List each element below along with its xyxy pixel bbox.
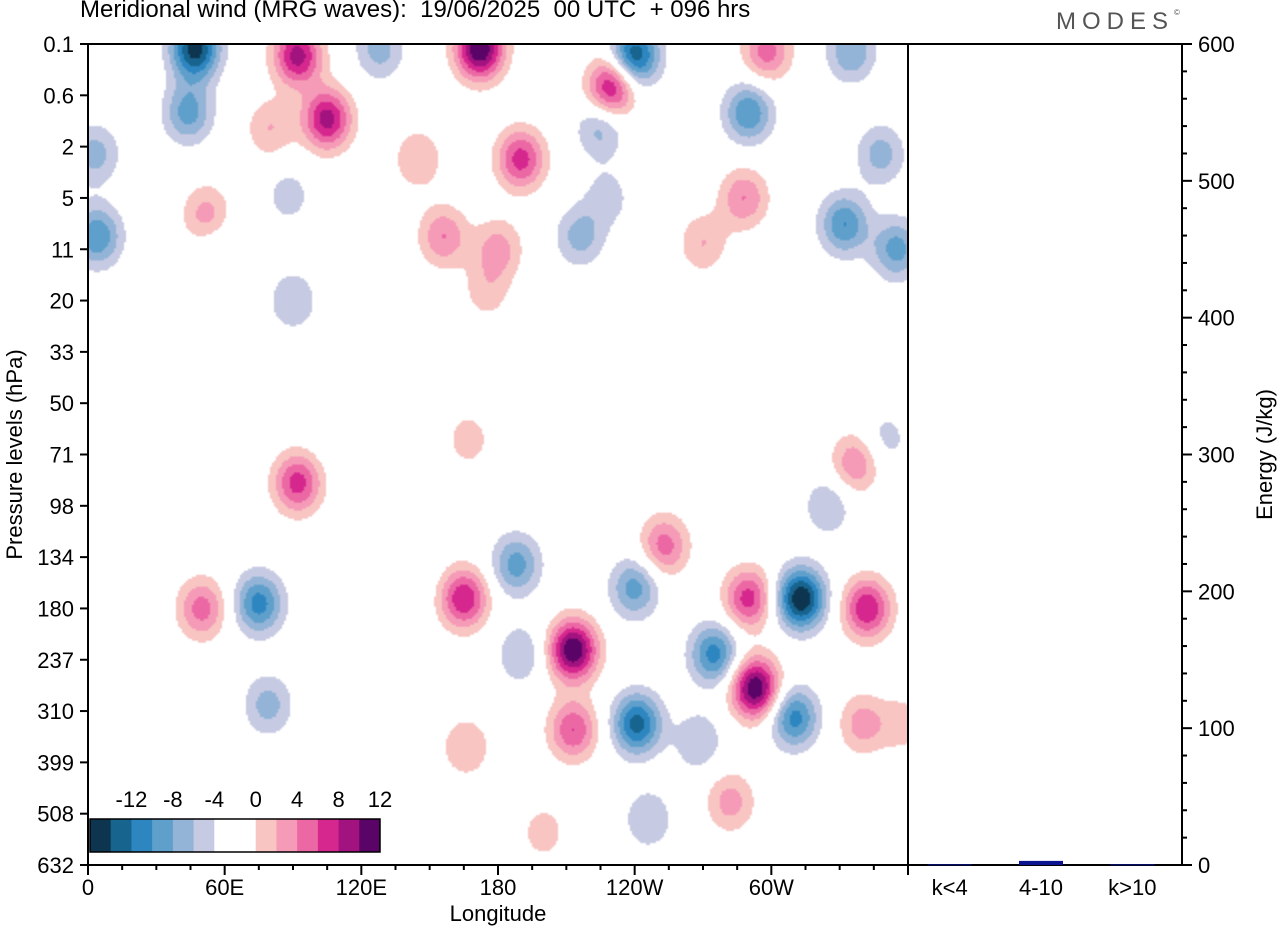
colorbar-swatch <box>359 819 381 852</box>
y-tick-label: 237 <box>37 648 74 673</box>
x-tick-label: 120E <box>336 875 387 900</box>
y-tick-label: 20 <box>50 289 74 314</box>
y-tick-label: 508 <box>37 802 74 827</box>
colorbar-label: 8 <box>332 787 344 812</box>
y-tick-label: 632 <box>37 853 74 878</box>
wind-field <box>88 44 908 865</box>
energy-panel-frame <box>907 43 1183 866</box>
y-tick-label: 399 <box>37 750 74 775</box>
colorbar-frame <box>89 818 381 853</box>
colorbar-label: 0 <box>250 787 262 812</box>
y-tick-label: 134 <box>37 545 74 570</box>
colorbar-swatch <box>90 819 112 852</box>
brand-name: MODES <box>1056 8 1175 35</box>
y-tick-label: 0.1 <box>43 32 74 57</box>
y-tick-label: 5 <box>62 186 74 211</box>
colorbar-swatch <box>255 819 277 852</box>
colorbar-swatch <box>235 819 257 852</box>
energy-axis-label: Energy (J/kg) <box>1252 389 1277 520</box>
y-tick-label: 180 <box>37 596 74 621</box>
y-tick-label: 2 <box>62 135 74 160</box>
x-tick-label: 120W <box>606 875 664 900</box>
y-tick-label: 33 <box>50 340 74 365</box>
energy-y-tick-label: 200 <box>1198 579 1235 604</box>
colorbar-label: 4 <box>291 787 303 812</box>
energy-category-label: 4-10 <box>1019 875 1063 900</box>
y-tick-label: 0.6 <box>43 83 74 108</box>
energy-y-tick-label: 100 <box>1198 716 1235 741</box>
colorbar-swatch <box>110 819 132 852</box>
y-tick-label: 98 <box>50 494 74 519</box>
energy-category-label: k<4 <box>932 875 968 900</box>
colorbar-label: -4 <box>205 787 225 812</box>
x-tick-label: 60W <box>749 875 794 900</box>
colorbar-swatch <box>317 819 340 852</box>
brand-logo: MODES© <box>1056 8 1180 36</box>
colorbar-swatch <box>297 819 319 852</box>
colorbar-swatch <box>214 819 236 852</box>
colorbar-swatch <box>131 819 153 852</box>
y-tick-label: 50 <box>50 391 74 416</box>
energy-y-tick-label: 600 <box>1198 32 1235 57</box>
x-tick-label: 60E <box>205 875 244 900</box>
energy-bar <box>1110 864 1155 866</box>
energy-bar <box>1019 860 1063 865</box>
colorbar-swatch <box>338 819 360 852</box>
y-tick-label: 310 <box>37 699 74 724</box>
colorbar-label: -8 <box>163 787 183 812</box>
colorbar-swatch <box>193 819 215 852</box>
brand-mark: © <box>1174 8 1180 17</box>
x-tick-label: 180 <box>480 875 517 900</box>
y-tick-label: 71 <box>50 443 74 468</box>
energy-y-tick-label: 400 <box>1198 306 1235 331</box>
energy-category-label: k>10 <box>1108 875 1156 900</box>
y-axis-label: Pressure levels (hPa) <box>2 349 27 559</box>
x-tick-label: 0 <box>82 875 94 900</box>
energy-y-tick-label: 500 <box>1198 169 1235 194</box>
colorbar-label: 12 <box>368 787 392 812</box>
colorbar-swatch <box>276 819 298 852</box>
y-tick-label: 11 <box>51 237 74 262</box>
colorbar-swatch <box>152 819 174 852</box>
energy-y-tick-label: 0 <box>1198 853 1210 878</box>
colorbar-label: -12 <box>116 787 148 812</box>
energy-y-tick-label: 300 <box>1198 443 1235 468</box>
x-axis-label: Longitude <box>450 901 547 926</box>
energy-bar <box>927 864 972 866</box>
chart-title: Meridional wind (MRG waves): 19/06/2025 … <box>80 0 751 23</box>
colorbar-swatch <box>172 819 195 852</box>
